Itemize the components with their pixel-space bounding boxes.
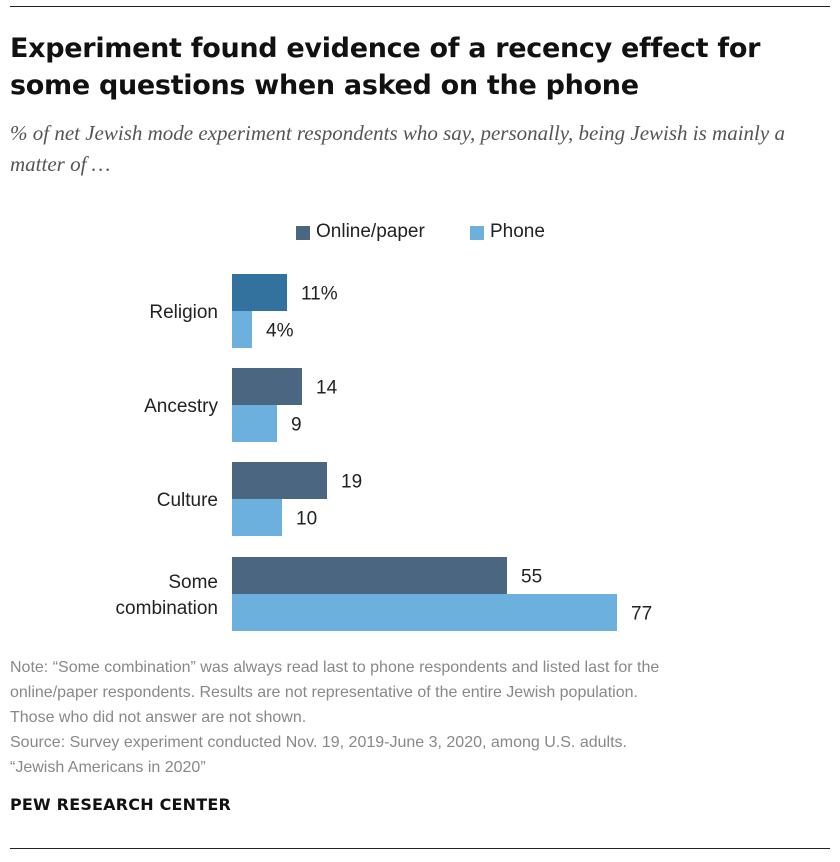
data-label-phone-1: 9 bbox=[291, 415, 302, 436]
bottom-rule bbox=[10, 848, 830, 849]
legend-label-online: Online/paper bbox=[316, 221, 425, 242]
category-label-3: Some bbox=[168, 572, 218, 593]
brand-footer: PEW RESEARCH CENTER bbox=[10, 795, 232, 814]
note-line: online/paper respondents. Results are no… bbox=[10, 684, 638, 701]
bar-phone-1 bbox=[232, 405, 277, 442]
bar-online-2 bbox=[232, 462, 327, 499]
notes: Note: “Some combination” was always read… bbox=[10, 655, 835, 780]
chart-title: Experiment found evidence of a recency e… bbox=[10, 33, 761, 101]
bar-phone-0 bbox=[232, 311, 252, 348]
bar-online-1 bbox=[232, 368, 302, 405]
source-line: Source: Survey experiment conducted Nov.… bbox=[10, 734, 627, 751]
bar-chart: 11% 4% Religion 14 9 Ancestry 19 10 Culture 55 77 S… bbox=[116, 274, 652, 631]
category-label-0: Religion bbox=[149, 302, 218, 323]
top-rule bbox=[10, 6, 830, 7]
data-label-online-3: 55 bbox=[521, 567, 542, 588]
legend-label-phone: Phone bbox=[490, 221, 545, 242]
legend-swatch-online bbox=[296, 226, 310, 240]
bar-phone-3 bbox=[232, 594, 617, 631]
category-label-3: combination bbox=[116, 598, 218, 619]
source-line: “Jewish Americans in 2020” bbox=[10, 759, 206, 776]
category-label-1: Ancestry bbox=[144, 396, 218, 417]
data-label-online-2: 19 bbox=[341, 472, 362, 493]
note-line: Note: “Some combination” was always read… bbox=[10, 659, 660, 676]
legend-swatch-phone bbox=[470, 226, 484, 240]
chart-subtitle: % of net Jewish mode experiment responde… bbox=[10, 121, 785, 176]
data-label-online-0: 11% bbox=[301, 284, 338, 305]
category-label-2: Culture bbox=[157, 490, 218, 511]
bar-online-0 bbox=[232, 274, 287, 311]
data-label-phone-0: 4% bbox=[266, 321, 294, 342]
data-label-phone-2: 10 bbox=[296, 509, 317, 530]
data-label-phone-3: 77 bbox=[631, 604, 652, 625]
note-line: Those who did not answer are not shown. bbox=[10, 709, 307, 726]
bar-online-3 bbox=[232, 557, 507, 594]
bar-phone-2 bbox=[232, 499, 282, 536]
data-label-online-1: 14 bbox=[316, 378, 338, 399]
